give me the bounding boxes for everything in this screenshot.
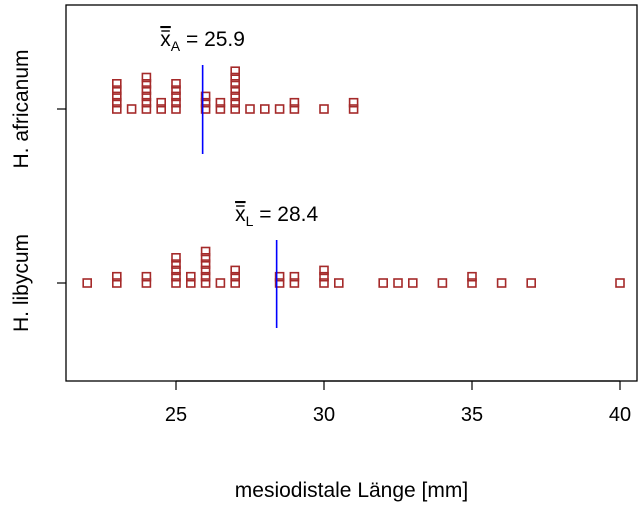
- data-point: [467, 278, 477, 288]
- data-point: [200, 278, 211, 288]
- data-point: [171, 278, 181, 288]
- data-point: [171, 271, 181, 282]
- mean-subscript: L: [246, 213, 254, 229]
- x-tick-label: 25: [165, 404, 187, 426]
- data-point: [200, 91, 211, 102]
- data-point: [186, 278, 196, 288]
- mean-symbol: x: [235, 203, 246, 226]
- data-point: [230, 97, 240, 108]
- data-point: [200, 271, 211, 282]
- data-point: [333, 278, 344, 288]
- data-point: [200, 265, 211, 276]
- mean-annotation: xA = 25.9: [160, 28, 245, 54]
- mean-value: = 25.9: [180, 28, 245, 51]
- data-point: [200, 97, 211, 108]
- data-marks: [82, 66, 625, 288]
- data-point: [230, 66, 240, 76]
- data-point: [407, 278, 418, 288]
- data-point: [200, 259, 211, 269]
- y-group-label: H. libycum: [10, 234, 33, 332]
- data-point: [319, 278, 329, 288]
- data-point: [171, 265, 181, 276]
- data-point: [319, 265, 329, 276]
- data-point: [245, 104, 255, 114]
- x-axis: 25 30 35 40: [165, 380, 631, 426]
- data-point: [171, 91, 181, 102]
- data-point: [215, 104, 226, 114]
- data-point: [200, 253, 211, 263]
- x-tick-label: 40: [609, 404, 631, 426]
- data-point: [156, 97, 166, 108]
- data-point: [112, 97, 122, 108]
- data-point: [141, 97, 152, 108]
- data-point: [141, 79, 152, 89]
- y-group-label: H. africanum: [10, 49, 33, 168]
- data-point: [156, 104, 166, 114]
- data-point: [348, 104, 359, 114]
- x-axis-label: mesiodistale Länge [mm]: [235, 479, 468, 502]
- data-point: [171, 104, 181, 114]
- data-point: [274, 278, 285, 288]
- data-point: [230, 278, 240, 288]
- mean-value: = 28.4: [253, 203, 318, 226]
- data-point: [186, 271, 196, 282]
- data-point: [230, 265, 240, 276]
- data-point: [112, 104, 122, 114]
- data-point: [112, 85, 122, 95]
- data-point: [274, 104, 285, 114]
- data-point: [141, 91, 152, 102]
- data-point: [274, 271, 285, 282]
- data-point: [289, 271, 300, 282]
- data-point: [230, 85, 240, 95]
- data-point: [230, 72, 240, 83]
- data-point: [348, 97, 359, 108]
- data-point: [230, 91, 240, 102]
- data-point: [141, 104, 152, 114]
- data-point: [319, 104, 329, 114]
- data-point: [126, 104, 137, 114]
- data-point: [112, 91, 122, 102]
- data-point: [171, 79, 181, 89]
- y-axis: H. africanum H. libycum: [10, 49, 66, 332]
- data-point: [171, 97, 181, 108]
- data-point: [526, 278, 537, 288]
- data-point: [215, 278, 226, 288]
- data-point: [230, 79, 240, 89]
- data-point: [437, 278, 448, 288]
- data-point: [230, 271, 240, 282]
- data-point: [171, 253, 181, 263]
- mean-subscript: A: [171, 38, 181, 54]
- x-tick-label: 35: [461, 404, 483, 426]
- data-point: [289, 97, 300, 108]
- data-point: [112, 271, 122, 282]
- mean-symbol: x: [160, 28, 171, 51]
- data-point: [112, 278, 122, 288]
- mean-lines: xA = 25.9xL = 28.4: [160, 28, 319, 328]
- data-point: [141, 72, 152, 83]
- data-point: [615, 278, 625, 288]
- data-point: [82, 278, 92, 288]
- data-point: [496, 278, 507, 288]
- data-point: [289, 278, 300, 288]
- mean-annotation: xL = 28.4: [235, 203, 318, 229]
- data-point: [467, 271, 477, 282]
- data-point: [171, 85, 181, 95]
- data-point: [378, 278, 389, 288]
- data-point: [200, 104, 211, 114]
- data-point: [141, 271, 152, 282]
- data-point: [259, 104, 270, 114]
- data-point: [319, 271, 329, 282]
- data-point: [141, 278, 152, 288]
- data-point: [393, 278, 403, 288]
- data-point: [289, 104, 300, 114]
- data-point: [200, 246, 211, 257]
- data-point: [171, 259, 181, 269]
- data-point: [141, 85, 152, 95]
- data-point: [112, 79, 122, 89]
- x-tick-label: 30: [313, 404, 335, 426]
- data-point: [215, 97, 226, 108]
- data-point: [230, 104, 240, 114]
- plot-frame: [65, 4, 638, 382]
